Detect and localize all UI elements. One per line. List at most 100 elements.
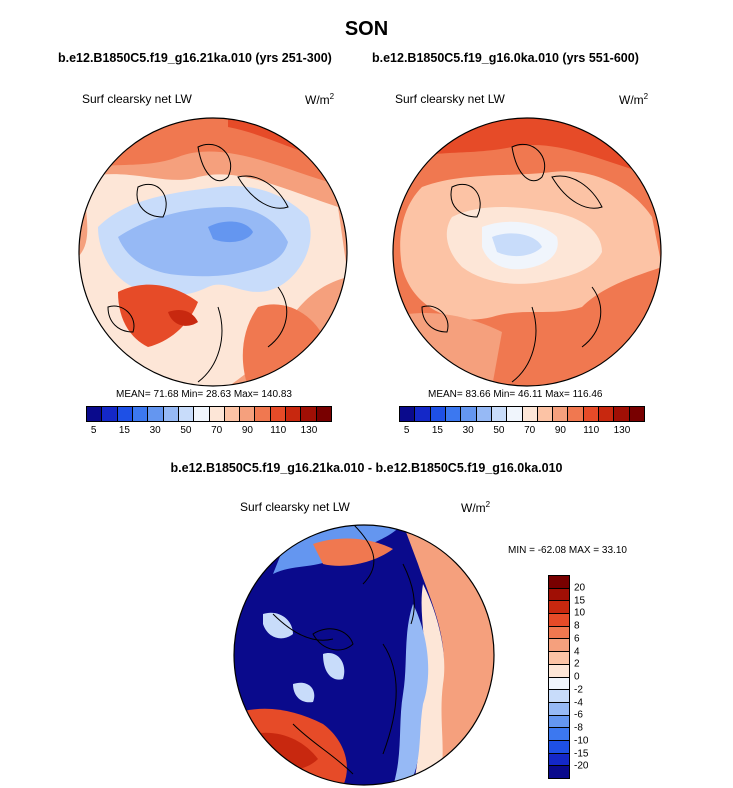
colorbar-tick-label: 5 — [90, 425, 97, 436]
colorbar-tick-label: 90 — [241, 425, 253, 436]
colorbar-tick-label: -2 — [574, 684, 583, 696]
colorbar-tick-label: 90 — [554, 425, 566, 436]
colorbar-tick-label: -20 — [574, 760, 589, 772]
colorbar-box — [549, 576, 569, 589]
colorbar-box — [400, 407, 416, 421]
colorbar-box — [461, 407, 477, 421]
colorbar-tick-label: 8 — [574, 620, 580, 632]
colorbar-tick-label: 50 — [493, 425, 505, 436]
diff-stats: MIN = -62.08 MAX = 33.10 — [508, 545, 627, 556]
colorbar-box — [549, 766, 569, 778]
colorbar-box — [430, 407, 446, 421]
panel1-map-svg — [78, 117, 348, 387]
panel2-colorbar-ticks: 5 15 30 50 70 90 110 130 — [399, 422, 645, 436]
colorbar-box — [629, 407, 644, 421]
colorbar-box — [270, 407, 287, 421]
colorbar-tick-label: 20 — [574, 582, 586, 594]
colorbar-tick-label: 4 — [574, 646, 580, 657]
colorbar-box — [445, 407, 462, 421]
colorbar-box — [163, 407, 179, 421]
colorbar-box — [549, 588, 569, 602]
colorbar-tick-label: 30 — [462, 425, 474, 436]
colorbar-tick-label: 5 — [403, 425, 410, 436]
colorbar-box — [491, 407, 508, 421]
diff-panel-title: b.e12.B1850C5.f19_g16.21ka.010 - b.e12.B… — [170, 461, 563, 475]
diff-colorbar: 20 15 10 8 6 4 2 0 -2 -4 -6 -8 -10 -15 -20 — [548, 575, 600, 779]
colorbar-box — [224, 407, 241, 421]
panel2-polar-map — [392, 117, 662, 387]
colorbar-box — [178, 407, 195, 421]
diff-variable-label: Surf clearsky net LW — [240, 500, 350, 514]
colorbar-box — [117, 407, 133, 421]
colorbar-box — [102, 407, 118, 421]
panel1-case-title: b.e12.B1850C5.f19_g16.21ka.010 (yrs 251-… — [58, 51, 332, 65]
colorbar-tick-label: -4 — [574, 697, 583, 708]
diff-map-svg — [233, 524, 495, 786]
colorbar-box — [316, 407, 331, 421]
colorbar-box — [415, 407, 431, 421]
colorbar-box — [599, 407, 615, 421]
colorbar-tick-label: 15 — [118, 425, 130, 436]
colorbar-box — [549, 652, 569, 665]
panel1-stats: MEAN= 71.68 Min= 28.63 Max= 140.83 — [116, 389, 292, 400]
panel1-polar-map — [78, 117, 348, 387]
colorbar-box — [549, 626, 569, 640]
colorbar-box — [301, 407, 317, 421]
panel2-units: W/m2 — [619, 92, 649, 107]
diff-units: W/m2 — [461, 500, 491, 515]
colorbar-box — [132, 407, 149, 421]
colorbar-tick-label: -15 — [574, 748, 589, 759]
colorbar-box — [87, 407, 103, 421]
colorbar-tick-label: -10 — [574, 735, 589, 747]
diff-polar-map — [233, 524, 495, 786]
colorbar-tick-label: 10 — [574, 607, 586, 619]
colorbar-box — [240, 407, 256, 421]
colorbar-box — [549, 677, 569, 691]
panel2-colorbar-boxes — [399, 406, 645, 422]
colorbar-box — [209, 407, 225, 421]
colorbar-box — [549, 728, 569, 741]
colorbar-box — [194, 407, 210, 421]
diff-colorbar-ticks: 20 15 10 8 6 4 2 0 -2 -4 -6 -8 -10 -15 -20 — [570, 575, 600, 779]
colorbar-box — [549, 702, 569, 716]
map-border — [392, 117, 662, 387]
colorbar-box — [568, 407, 584, 421]
colorbar-tick-label: -6 — [574, 709, 583, 721]
panel2-map-svg — [392, 117, 662, 387]
colorbar-tick-label: 15 — [574, 595, 586, 606]
colorbar-tick-label: 70 — [211, 425, 223, 436]
colorbar-box — [553, 407, 569, 421]
colorbar-box — [507, 407, 523, 421]
colorbar-box — [549, 601, 569, 615]
panel2-case-title: b.e12.B1850C5.f19_g16.0ka.010 (yrs 551-6… — [372, 51, 639, 65]
panel1-colorbar-ticks: 5 15 30 50 70 90 110 130 — [86, 422, 332, 436]
colorbar-tick-label: 50 — [180, 425, 192, 436]
colorbar-tick-label: 110 — [583, 425, 600, 436]
page-title: SON — [344, 18, 389, 40]
colorbar-box — [537, 407, 554, 421]
colorbar-tick-label: -8 — [574, 722, 583, 734]
colorbar-box — [522, 407, 538, 421]
colorbar-box — [476, 407, 492, 421]
map-border — [78, 117, 348, 387]
colorbar-box — [286, 407, 302, 421]
colorbar-box — [549, 614, 569, 627]
panel1-variable-label: Surf clearsky net LW — [82, 92, 192, 106]
panel2-colorbar: 5 15 30 50 70 90 110 130 — [399, 406, 645, 436]
colorbar-tick-label: 130 — [613, 425, 631, 436]
map-border — [233, 524, 495, 786]
colorbar-tick-label: 0 — [574, 671, 580, 683]
colorbar-tick-label: 6 — [574, 633, 580, 645]
colorbar-box — [255, 407, 271, 421]
colorbar-tick-label: 110 — [270, 425, 287, 436]
colorbar-box — [549, 639, 569, 653]
colorbar-tick-label: 15 — [431, 425, 443, 436]
colorbar-box — [549, 690, 569, 703]
colorbar-tick-label: 130 — [300, 425, 318, 436]
colorbar-tick-label: 70 — [524, 425, 536, 436]
colorbar-box — [583, 407, 600, 421]
colorbar-box — [549, 740, 569, 754]
panel1-units: W/m2 — [305, 92, 335, 107]
colorbar-box — [549, 664, 569, 678]
diff-colorbar-boxes — [548, 575, 570, 779]
